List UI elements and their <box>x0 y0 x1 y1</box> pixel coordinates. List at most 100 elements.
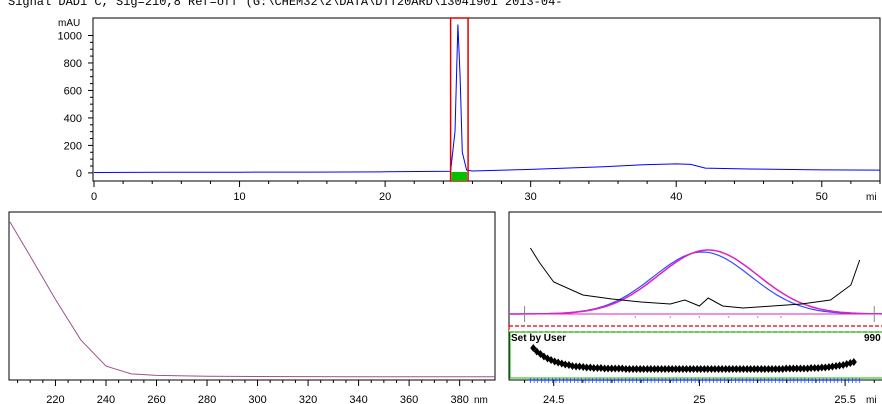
threshold-point: + <box>593 376 600 385</box>
purity-point: ♦ <box>592 362 602 375</box>
uv-spectrum-trace <box>9 221 495 378</box>
threshold-point: + <box>750 376 757 385</box>
threshold-point: + <box>604 376 611 385</box>
threshold-point: + <box>747 376 754 385</box>
purity-point: ♦ <box>621 363 631 376</box>
x-tick-label: 30 <box>525 191 537 203</box>
threshold-point: + <box>790 376 797 385</box>
threshold-point: + <box>644 376 651 385</box>
threshold-point: + <box>820 376 827 385</box>
threshold-point: + <box>684 376 691 385</box>
purity-point: ♦ <box>749 363 759 376</box>
purity-point: ♦ <box>739 363 749 376</box>
threshold-point: + <box>666 376 673 385</box>
purity-point: ♦ <box>788 363 798 376</box>
baseline-dot <box>698 316 701 318</box>
x-tick-label: 240 <box>97 394 115 404</box>
threshold-point: + <box>692 376 699 385</box>
purity-point: ♦ <box>585 362 595 375</box>
threshold-point: + <box>527 376 534 385</box>
purity-point: ♦ <box>560 358 570 371</box>
threshold-point: + <box>582 376 589 385</box>
threshold-point: + <box>608 376 615 385</box>
purity-point: ♦ <box>760 363 770 376</box>
purity-point: ♦ <box>835 360 845 373</box>
purity-point: ♦ <box>607 363 617 376</box>
purity-point: ♦ <box>795 362 805 375</box>
purity-point: ♦ <box>785 363 795 376</box>
purity-point: ♦ <box>646 363 656 376</box>
chromatogram-panel[interactable]: mAU mi 0 200 400 600 800 1000 0 10 20 30 40 50 <box>58 17 881 203</box>
x-tick-label: 340 <box>349 394 367 404</box>
purity-x-axis-ticks: 24.5 25 25.5 <box>524 380 875 404</box>
purity-point: ♦ <box>731 363 741 376</box>
threshold-point: + <box>615 376 622 385</box>
x-tick-label: 220 <box>46 394 64 404</box>
threshold-point: + <box>651 376 658 385</box>
purity-point: ♦ <box>568 360 578 373</box>
x-tick-label: 380 <box>450 394 468 404</box>
purity-point: ♦ <box>550 355 560 368</box>
x-tick-label: 0 <box>91 191 97 203</box>
baseline-dot <box>727 316 730 318</box>
threshold-label: Set by User <box>511 333 566 344</box>
peak-integration-marker <box>451 172 468 181</box>
purity-point: ♦ <box>699 363 709 376</box>
baseline-marks <box>524 306 875 322</box>
threshold-point: + <box>765 376 772 385</box>
purity-point: ♦ <box>710 363 720 376</box>
y-axis-unit-label: mAU <box>58 18 80 29</box>
x-tick-label: 260 <box>147 394 165 404</box>
purity-point: ♦ <box>735 363 745 376</box>
threshold-point: + <box>538 376 545 385</box>
purity-point: ♦ <box>660 363 670 376</box>
chromatogram-plot-frame <box>92 17 881 182</box>
threshold-point: + <box>586 376 593 385</box>
x-tick-label: 25.5 <box>834 394 855 404</box>
purity-point: ♦ <box>635 363 645 376</box>
baseline-dot <box>756 316 759 318</box>
x-tick-label: 300 <box>248 394 266 404</box>
purity-point: ♦ <box>689 363 699 376</box>
purity-point: ♦ <box>667 363 677 376</box>
threshold-point: + <box>542 376 549 385</box>
purity-point: ♦ <box>714 363 724 376</box>
purity-point: ♦ <box>671 363 681 376</box>
purity-point: ♦ <box>575 361 585 374</box>
threshold-point: + <box>798 376 805 385</box>
purity-point: ♦ <box>557 358 567 371</box>
purity-point: ♦ <box>632 363 642 376</box>
spectrum-panel[interactable]: 220 240 260 280 300 320 340 360 380 nm <box>8 211 496 404</box>
purity-point: ♦ <box>742 363 752 376</box>
x-tick-label: 280 <box>198 394 216 404</box>
purity-point: ♦ <box>753 363 763 376</box>
threshold-point: + <box>853 376 860 385</box>
threshold-point: + <box>600 376 607 385</box>
threshold-point: + <box>743 376 750 385</box>
threshold-point: + <box>761 376 768 385</box>
threshold-point: + <box>626 376 633 385</box>
threshold-point: + <box>637 376 644 385</box>
threshold-point: + <box>688 376 695 385</box>
threshold-point: + <box>845 376 852 385</box>
purity-point: ♦ <box>649 363 659 376</box>
threshold-point: + <box>619 376 626 385</box>
purity-point: ♦ <box>539 350 549 363</box>
threshold-point: + <box>553 376 560 385</box>
threshold-point: + <box>567 376 574 385</box>
purity-point: ♦ <box>703 363 713 376</box>
x-tick-label: 40 <box>670 191 682 203</box>
x-tick-label: 20 <box>379 191 391 203</box>
purity-point: ♦ <box>820 361 830 374</box>
threshold-point: + <box>834 376 841 385</box>
threshold-point: + <box>622 376 629 385</box>
purity-ratio-points: ♦♦♦♦♦♦♦♦♦♦♦♦♦♦♦♦♦♦♦♦♦♦♦♦♦♦♦♦♦♦♦♦♦♦♦♦♦♦♦♦… <box>528 342 858 376</box>
peak-purity-panel[interactable]: Set by User 990 ♦♦♦♦♦♦♦♦♦♦♦♦♦♦♦♦♦♦♦♦♦♦♦♦… <box>508 211 882 404</box>
spectrum-x-axis-unit-label: nm <box>474 395 488 404</box>
purity-point: ♦ <box>532 345 542 358</box>
threshold-point: + <box>662 376 669 385</box>
threshold-point: + <box>732 376 739 385</box>
threshold-point: + <box>549 376 556 385</box>
threshold-point: + <box>717 376 724 385</box>
